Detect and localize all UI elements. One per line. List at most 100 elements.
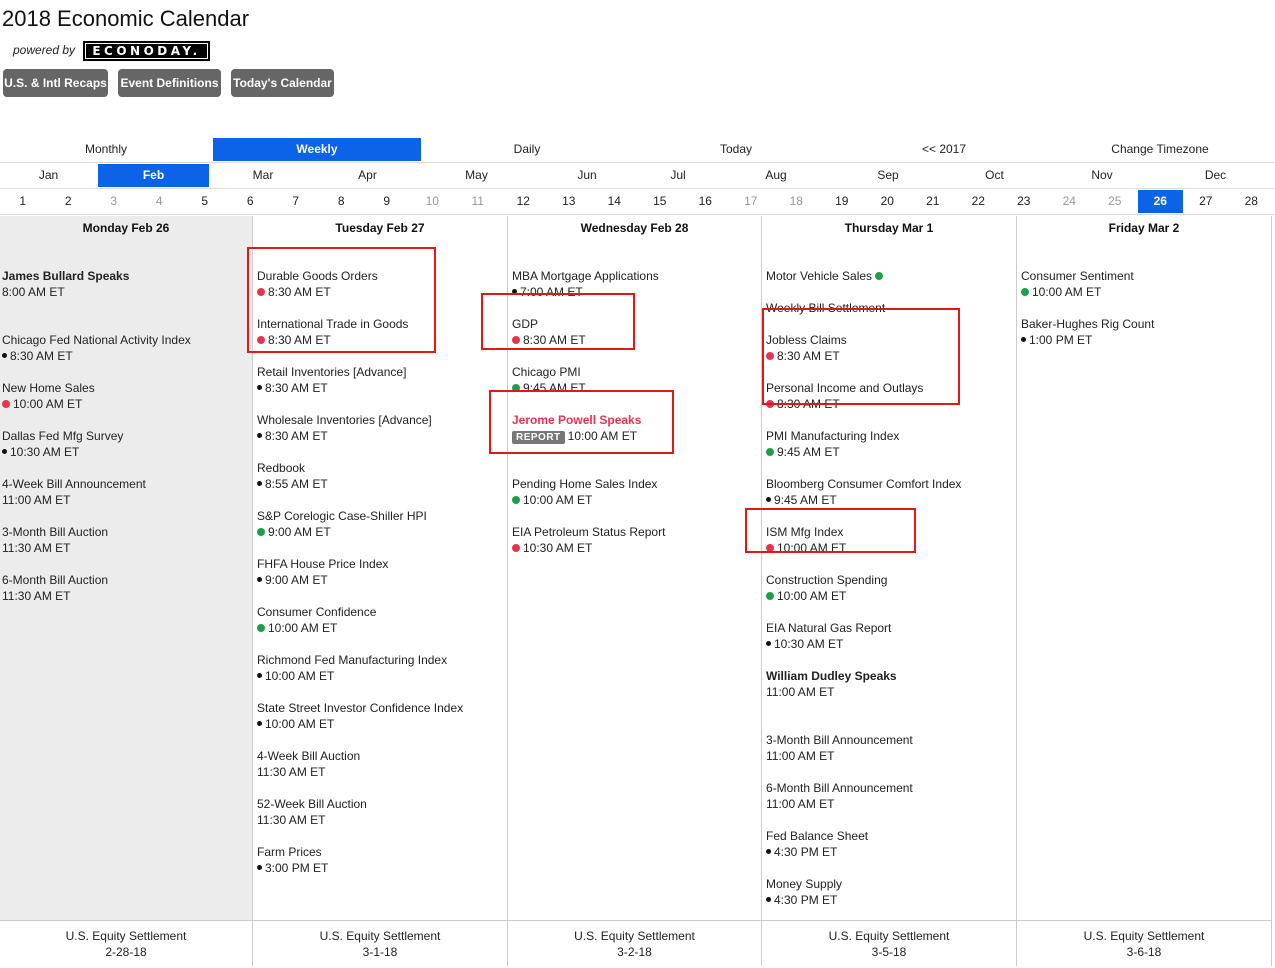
- event-name-link[interactable]: 4-Week Bill Auction: [257, 749, 361, 763]
- event-name-link[interactable]: New Home Sales: [2, 381, 95, 395]
- day-4[interactable]: 4: [155, 194, 163, 208]
- day-15[interactable]: 15: [653, 194, 667, 208]
- settlement-label[interactable]: U.S. Equity Settlement: [65, 929, 187, 943]
- event-name-link[interactable]: Wholesale Inventories [Advance]: [257, 413, 432, 427]
- day-25[interactable]: 25: [1108, 194, 1122, 208]
- settlement-label[interactable]: U.S. Equity Settlement: [828, 929, 950, 943]
- event-name-link[interactable]: Motor Vehicle Sales: [766, 268, 886, 284]
- day-23[interactable]: 23: [1017, 194, 1031, 208]
- event-definitions-button[interactable]: Event Definitions: [118, 69, 221, 97]
- day-7[interactable]: 7: [292, 194, 300, 208]
- event-name-link[interactable]: Weekly Bill Settlement: [766, 301, 886, 315]
- day-3[interactable]: 3: [110, 194, 118, 208]
- event-name-link[interactable]: International Trade in Goods: [257, 317, 409, 331]
- event-name-link[interactable]: Chicago Fed National Activity Index: [2, 333, 191, 347]
- settlement-label[interactable]: U.S. Equity Settlement: [574, 929, 695, 943]
- event-name-link[interactable]: 52-Week Bill Auction: [257, 797, 367, 811]
- event-name-link[interactable]: State Street Investor Confidence Index: [257, 701, 464, 715]
- event-name-link[interactable]: Fed Balance Sheet: [766, 829, 869, 843]
- day-1[interactable]: 1: [19, 194, 27, 208]
- event-name-link[interactable]: MBA Mortgage Applications: [512, 269, 659, 283]
- event-name-link[interactable]: EIA Natural Gas Report: [766, 621, 892, 635]
- month-mar[interactable]: Mar: [252, 168, 274, 182]
- month-jan[interactable]: Jan: [38, 168, 59, 182]
- day-10[interactable]: 10: [425, 194, 439, 208]
- settlement-label[interactable]: U.S. Equity Settlement: [1083, 929, 1205, 943]
- event-name-link[interactable]: Jerome Powell Speaks: [512, 413, 642, 427]
- event-name-link[interactable]: Consumer Confidence: [257, 605, 377, 619]
- report-badge[interactable]: REPORT: [512, 431, 565, 444]
- event-name-link[interactable]: James Bullard Speaks: [2, 269, 130, 283]
- month-nov[interactable]: Nov: [1091, 168, 1113, 182]
- event-name-link[interactable]: Construction Spending: [766, 573, 888, 587]
- event-name-link[interactable]: Durable Goods Orders: [257, 269, 378, 283]
- event-name-link[interactable]: Money Supply: [766, 877, 843, 891]
- event-name-link[interactable]: Bloomberg Consumer Comfort Index: [766, 477, 962, 491]
- day-2[interactable]: 2: [64, 194, 72, 208]
- day-19[interactable]: 19: [835, 194, 849, 208]
- day-column-header: Monday Feb 26: [82, 221, 170, 235]
- month-feb[interactable]: Feb: [98, 164, 209, 187]
- event-name-link[interactable]: Personal Income and Outlays: [766, 381, 924, 395]
- month-dec[interactable]: Dec: [1204, 168, 1227, 182]
- month-may[interactable]: May: [465, 168, 488, 182]
- month-aug[interactable]: Aug: [765, 168, 787, 182]
- todays-calendar-button[interactable]: Today's Calendar: [231, 69, 334, 97]
- event-name-link[interactable]: 6-Month Bill Announcement: [766, 781, 913, 795]
- event-name-link[interactable]: 3-Month Bill Auction: [2, 525, 109, 539]
- event-name-link[interactable]: PMI Manufacturing Index: [766, 429, 900, 443]
- day-6[interactable]: 6: [246, 194, 254, 208]
- month-apr[interactable]: Apr: [358, 168, 377, 182]
- event-name-link[interactable]: Redbook: [257, 461, 306, 475]
- month-oct[interactable]: Oct: [985, 168, 1004, 182]
- tab-weekly[interactable]: Weekly: [213, 138, 421, 161]
- change-timezone-link[interactable]: Change Timezone: [1111, 142, 1209, 156]
- day-20[interactable]: 20: [880, 194, 894, 208]
- event-name-link[interactable]: ISM Mfg Index: [766, 525, 844, 539]
- settlement-label[interactable]: U.S. Equity Settlement: [319, 929, 441, 943]
- day-21[interactable]: 21: [926, 194, 940, 208]
- tab-monthly[interactable]: Monthly: [84, 142, 128, 156]
- tab-daily[interactable]: Daily: [513, 142, 541, 156]
- month-jul[interactable]: Jul: [670, 168, 686, 182]
- event-name-link[interactable]: William Dudley Speaks: [766, 669, 897, 683]
- day-9[interactable]: 9: [383, 194, 391, 208]
- prev-year-link[interactable]: << 2017: [921, 142, 967, 156]
- day-27[interactable]: 27: [1199, 194, 1213, 208]
- event-name-link[interactable]: Retail Inventories [Advance]: [257, 365, 407, 379]
- day-24[interactable]: 24: [1062, 194, 1076, 208]
- recaps-button[interactable]: U.S. & Intl Recaps: [3, 69, 108, 97]
- month-jun[interactable]: Jun: [577, 168, 597, 182]
- day-16[interactable]: 16: [698, 194, 712, 208]
- event-name-link[interactable]: Consumer Sentiment: [1021, 269, 1134, 283]
- event-name-link[interactable]: Richmond Fed Manufacturing Index: [257, 653, 448, 667]
- day-11[interactable]: 11: [471, 194, 484, 208]
- day-13[interactable]: 13: [562, 194, 576, 208]
- event-name-link[interactable]: 4-Week Bill Announcement: [2, 477, 146, 491]
- day-17[interactable]: 17: [744, 194, 758, 208]
- event-name-link[interactable]: Dallas Fed Mfg Survey: [2, 429, 124, 443]
- tab-today[interactable]: Today: [719, 142, 753, 156]
- event-name-link[interactable]: GDP: [512, 317, 539, 331]
- event-name-link[interactable]: Jobless Claims: [766, 333, 847, 347]
- day-8[interactable]: 8: [337, 194, 345, 208]
- day-5[interactable]: 5: [201, 194, 209, 208]
- day-22[interactable]: 22: [971, 194, 985, 208]
- event-name-link[interactable]: 3-Month Bill Announcement: [766, 733, 913, 747]
- day-12[interactable]: 12: [516, 194, 530, 208]
- event-name-link[interactable]: S&P Corelogic Case-Shiller HPI: [257, 509, 427, 523]
- event-name-link[interactable]: EIA Petroleum Status Report: [512, 525, 666, 539]
- month-sep[interactable]: Sep: [877, 168, 899, 182]
- day-14[interactable]: 14: [607, 194, 621, 208]
- event-name-link[interactable]: Pending Home Sales Index: [512, 477, 658, 491]
- event-name-link[interactable]: Farm Prices: [257, 845, 322, 859]
- day-18[interactable]: 18: [789, 194, 803, 208]
- event-name-link[interactable]: Chicago PMI: [512, 365, 581, 379]
- day-28[interactable]: 28: [1244, 194, 1258, 208]
- event-name-link[interactable]: 6-Month Bill Auction: [2, 573, 109, 587]
- event-name-link[interactable]: Baker-Hughes Rig Count: [1021, 317, 1155, 331]
- day-26[interactable]: 26: [1137, 190, 1183, 213]
- econoday-logo[interactable]: ECONODAY.: [83, 41, 210, 61]
- event-name-link[interactable]: FHFA House Price Index: [257, 557, 389, 571]
- event-item: Baker-Hughes Rig Count 1:00 PM ET: [1021, 316, 1154, 348]
